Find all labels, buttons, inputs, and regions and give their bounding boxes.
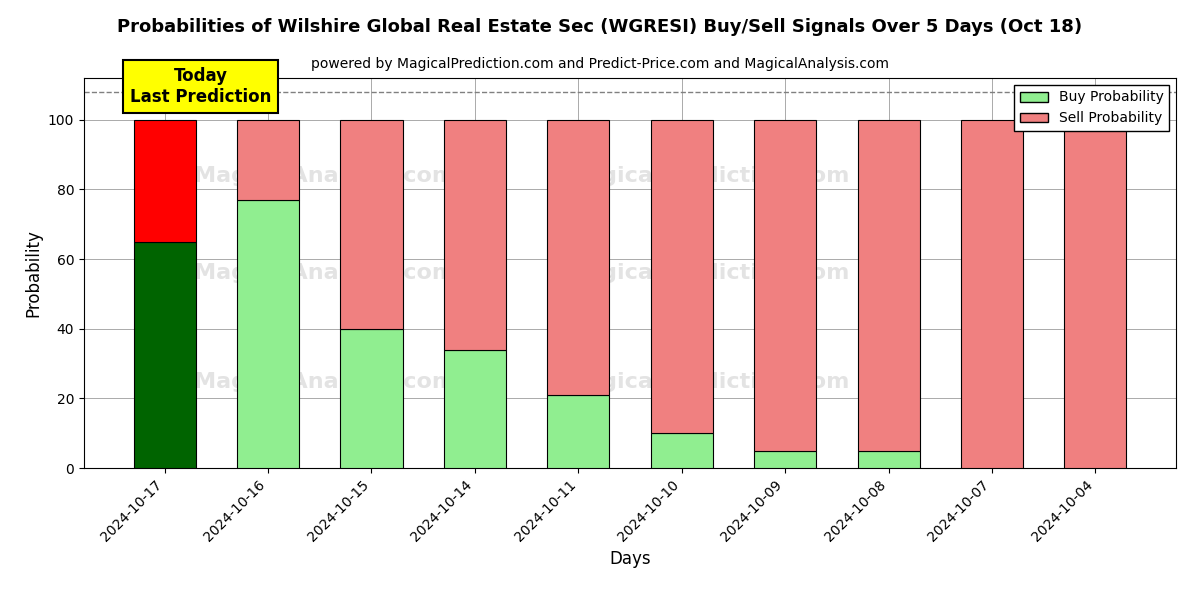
Text: Today
Last Prediction: Today Last Prediction <box>130 67 271 106</box>
Y-axis label: Probability: Probability <box>24 229 42 317</box>
Bar <box>547 395 610 468</box>
Text: powered by MagicalPrediction.com and Predict-Price.com and MagicalAnalysis.com: powered by MagicalPrediction.com and Pre… <box>311 57 889 71</box>
Bar <box>133 120 196 242</box>
Bar <box>650 120 713 433</box>
Text: Probabilities of Wilshire Global Real Estate Sec (WGRESI) Buy/Sell Signals Over : Probabilities of Wilshire Global Real Es… <box>118 18 1082 36</box>
Bar <box>133 242 196 468</box>
Bar <box>341 329 402 468</box>
Bar <box>444 120 506 350</box>
Text: MagicalAnalysis.com: MagicalAnalysis.com <box>193 372 455 392</box>
Bar <box>444 350 506 468</box>
Text: MagicalPrediction.com: MagicalPrediction.com <box>564 166 850 185</box>
Bar <box>238 120 299 200</box>
Bar <box>650 433 713 468</box>
Bar <box>1064 120 1127 468</box>
Bar <box>547 120 610 395</box>
Bar <box>341 120 402 329</box>
Text: MagicalAnalysis.com: MagicalAnalysis.com <box>193 166 455 185</box>
Bar <box>858 120 919 451</box>
Bar <box>238 200 299 468</box>
Text: MagicalPrediction.com: MagicalPrediction.com <box>564 372 850 392</box>
X-axis label: Days: Days <box>610 550 650 568</box>
Legend: Buy Probability, Sell Probability: Buy Probability, Sell Probability <box>1014 85 1169 131</box>
Bar <box>961 120 1022 468</box>
Bar <box>754 451 816 468</box>
Text: MagicalPrediction.com: MagicalPrediction.com <box>564 263 850 283</box>
Text: MagicalAnalysis.com: MagicalAnalysis.com <box>193 263 455 283</box>
Bar <box>754 120 816 451</box>
Bar <box>858 451 919 468</box>
